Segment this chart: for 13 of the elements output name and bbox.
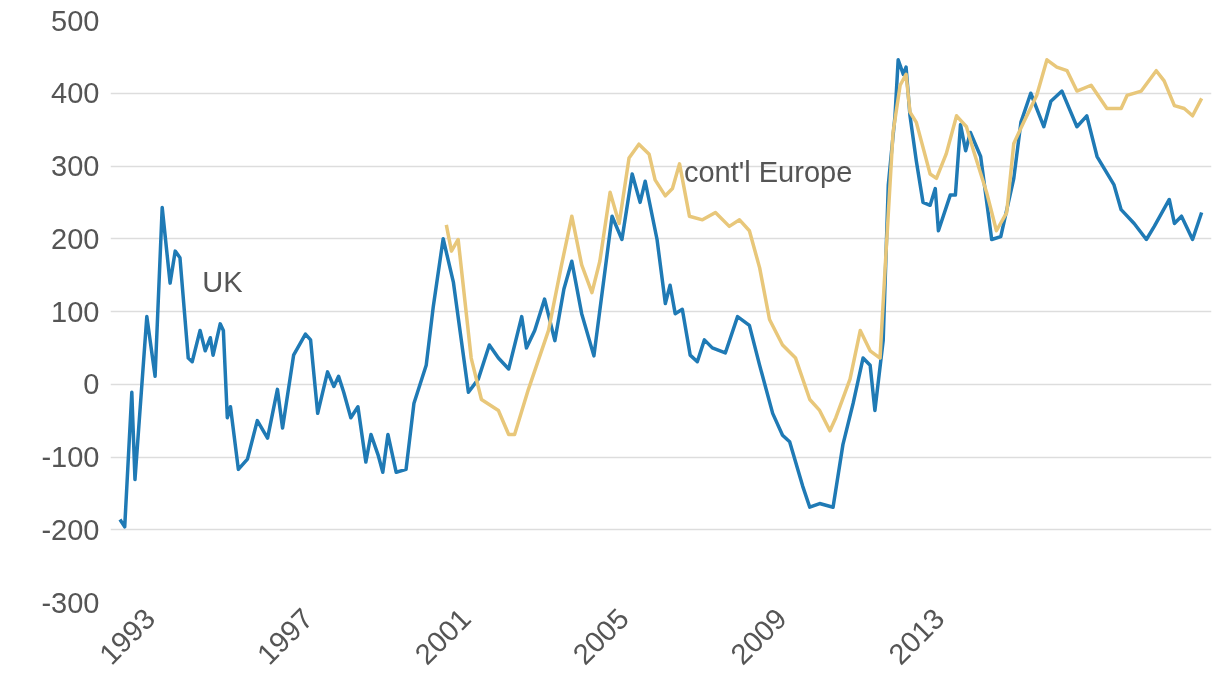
line-series — [444, 58, 1204, 437]
y-tick-label: -200 — [41, 513, 100, 546]
y-tick-label: 300 — [51, 150, 100, 182]
y-tick-label: 200 — [51, 222, 100, 255]
y-tick-label: 0 — [83, 368, 100, 401]
series-label: UK — [202, 266, 244, 299]
y-tick-label: 500 — [51, 4, 100, 37]
y-tick-label: -300 — [41, 586, 100, 619]
y-tick-label: 400 — [51, 77, 100, 110]
y-tick-label: -100 — [41, 441, 100, 473]
line-series — [118, 58, 1204, 529]
series-label: cont'l Europe — [683, 156, 853, 189]
y-tick-label: 100 — [51, 295, 100, 328]
